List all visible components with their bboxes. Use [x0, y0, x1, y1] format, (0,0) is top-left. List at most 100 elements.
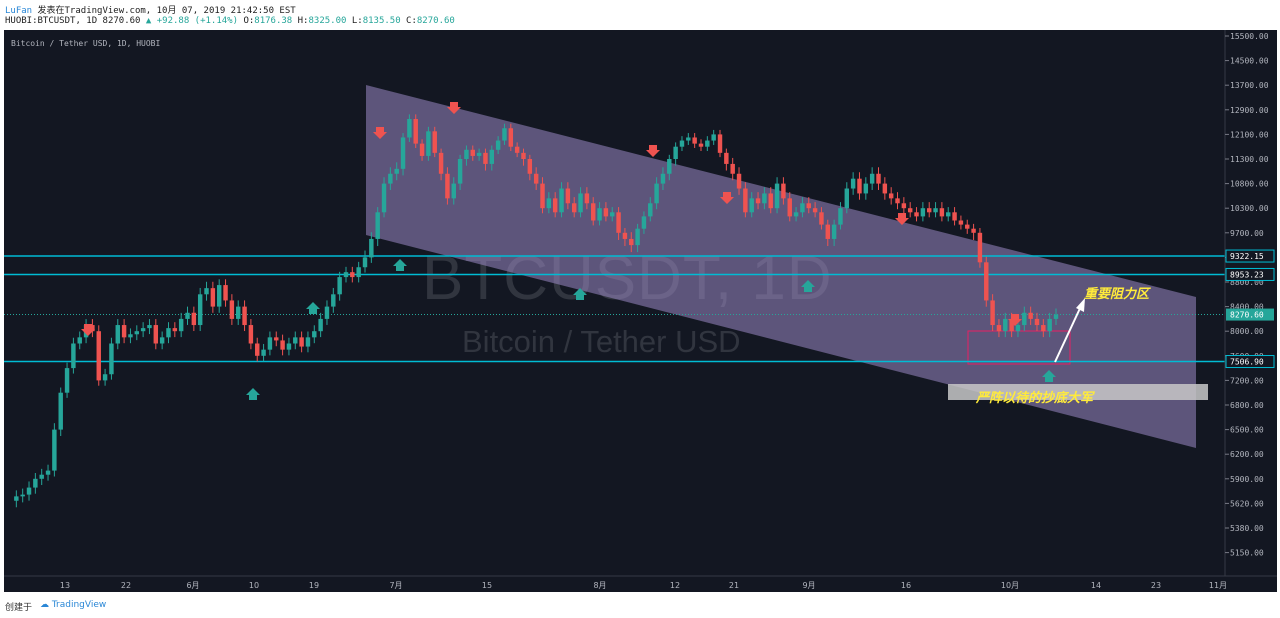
candle-body: [819, 212, 824, 225]
candle-body: [971, 228, 976, 233]
candle-body: [159, 337, 165, 344]
author-link[interactable]: LuFan: [5, 6, 33, 16]
price-tick-label: 9700.00: [1230, 229, 1264, 238]
candle-body: [965, 224, 970, 229]
candle-body: [115, 325, 120, 344]
candle-body: [1015, 325, 1021, 332]
candle-body: [990, 300, 995, 326]
candle-body: [451, 183, 456, 199]
resistance-annotation[interactable]: 重要阻力区: [1084, 287, 1150, 302]
candle-body: [679, 140, 685, 147]
sell-arrow-icon: [646, 145, 660, 157]
candle-body: [540, 183, 545, 209]
price-tick-label: 8800.00: [1230, 278, 1264, 287]
time-tick-label: 15: [482, 581, 492, 590]
candle-body: [660, 173, 666, 184]
candle-body: [445, 173, 450, 199]
candle-body: [267, 337, 273, 350]
symbol-line: HUOBI:BTCUSDT, 1D 8270.60 ▲ +92.88 (+1.1…: [5, 16, 455, 26]
candle-body: [749, 198, 754, 213]
candle-body: [134, 331, 140, 335]
price-tick-label: 5150.00: [1230, 549, 1264, 558]
candle-body: [755, 198, 761, 204]
candle-body: [565, 188, 571, 204]
candle-body: [1022, 312, 1027, 326]
price-tick-label: 10800.00: [1230, 180, 1269, 189]
candle-body: [578, 193, 583, 213]
price-label-value: 8953.23: [1230, 270, 1264, 279]
candle-body: [96, 331, 101, 381]
candle-body: [210, 288, 216, 307]
candle-body: [20, 494, 25, 497]
support-annotation[interactable]: 严阵以待的抄底大军: [976, 391, 1094, 406]
high-label: H:: [297, 16, 309, 26]
candle-body: [762, 193, 767, 204]
candle-body: [977, 232, 983, 263]
sell-arrow-icon: [447, 102, 461, 114]
price-tick-label: 6800.00: [1230, 401, 1264, 410]
candle-body: [109, 343, 114, 375]
candle-body: [946, 212, 951, 217]
tradingview-logo[interactable]: ☁ TradingView: [40, 600, 106, 610]
candle-body: [800, 203, 805, 213]
candle-body: [464, 149, 469, 159]
candle-body: [216, 285, 222, 307]
candle-body: [312, 331, 317, 338]
candle-body: [508, 128, 514, 147]
candle-body: [926, 208, 932, 213]
time-tick-label: 22: [121, 581, 131, 590]
price-label-box: [1226, 308, 1274, 321]
price-tick-label: 6500.00: [1230, 426, 1264, 435]
candle-body: [673, 146, 678, 159]
candle-body: [388, 173, 393, 184]
candle-body: [280, 340, 285, 350]
candle-body: [305, 337, 311, 347]
candle-body: [895, 198, 900, 204]
price-tick-label: 7200.00: [1230, 376, 1264, 385]
price-tick-label: 10300.00: [1230, 204, 1269, 213]
candle-body: [286, 343, 292, 350]
tradingview-brand: TradingView: [51, 600, 107, 610]
candle-body: [654, 183, 659, 204]
time-tick-label: 11月: [1209, 581, 1227, 590]
price-chart[interactable]: 15500.00 14500.00 13700.00 12900.00 12100.00…: [4, 30, 1277, 592]
candle-body: [559, 188, 564, 213]
candle-body: [495, 140, 501, 150]
up-arrow-icon: ▲: [145, 16, 152, 26]
sell-arrow-icon: [720, 192, 734, 204]
candle-body: [166, 328, 171, 338]
candle-body: [457, 159, 463, 184]
candle-body: [407, 119, 412, 138]
candle-body: [299, 337, 304, 347]
time-tick-label: 19: [309, 581, 319, 590]
candle-body: [806, 203, 811, 209]
candle-body: [419, 143, 425, 156]
time-tick-label: 8月: [593, 581, 606, 590]
candle-body: [153, 325, 159, 344]
candle-body: [102, 374, 108, 381]
candle-body: [52, 429, 57, 471]
price-tick-label: 12100.00: [1230, 130, 1269, 139]
watermark-name: Bitcoin / Tether USD: [462, 324, 741, 359]
candle-body: [121, 325, 127, 338]
price-label-box: [1225, 249, 1275, 263]
chart-legend: Bitcoin / Tether USD, 1D, HUOBI: [11, 39, 161, 48]
candle-body: [850, 178, 856, 189]
candle-body: [426, 131, 431, 156]
candle-body: [711, 134, 716, 141]
candle-body: [255, 343, 260, 356]
candle-body: [381, 183, 387, 213]
candle-body: [1009, 318, 1014, 332]
candle-body: [812, 208, 818, 213]
candle-body: [400, 137, 406, 169]
candle-body: [521, 152, 526, 159]
header-bar: LuFan 发表在TradingView.com, 10月 07, 2019 2…: [0, 0, 1280, 30]
chart-pane[interactable]: Bitcoin / Tether USD, 1D, HUOBI BTCUSDT,…: [4, 30, 1277, 592]
candle-body: [622, 232, 628, 239]
trend-arrow-head-icon: [1076, 298, 1085, 312]
candle-body: [470, 149, 475, 156]
candle-body: [261, 349, 266, 356]
buy-arrow-icon: [393, 259, 407, 271]
price-tick-label: 5620.00: [1230, 499, 1264, 508]
created-label: 创建于: [5, 603, 33, 613]
